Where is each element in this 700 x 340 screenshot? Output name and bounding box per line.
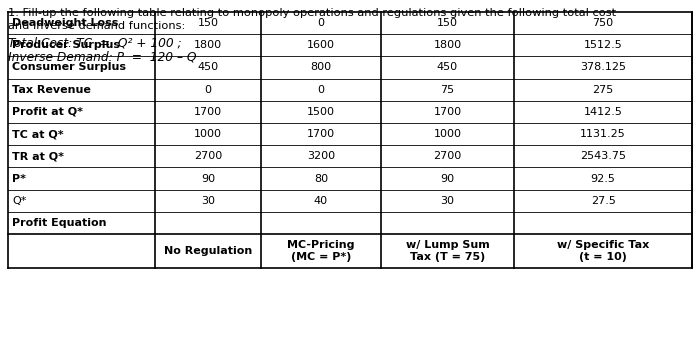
Text: 1131.25: 1131.25 (580, 129, 626, 139)
Text: 3200: 3200 (307, 151, 335, 161)
Text: Consumer Surplus: Consumer Surplus (12, 63, 126, 72)
Text: 80: 80 (314, 173, 328, 184)
Text: P*: P* (12, 173, 26, 184)
Text: w/ Specific Tax
(t = 10): w/ Specific Tax (t = 10) (557, 240, 649, 262)
Text: 1700: 1700 (194, 107, 222, 117)
Text: 1412.5: 1412.5 (584, 107, 622, 117)
Text: 1000: 1000 (194, 129, 222, 139)
Text: w/ Lump Sum
Tax (T = 75): w/ Lump Sum Tax (T = 75) (405, 240, 489, 262)
Text: 40: 40 (314, 196, 328, 206)
Text: Total Cost: TC  =  Q² + 100 ;: Total Cost: TC = Q² + 100 ; (8, 37, 181, 50)
Text: 90: 90 (440, 173, 454, 184)
Text: 30: 30 (440, 196, 454, 206)
Text: 2700: 2700 (433, 151, 461, 161)
Text: 450: 450 (437, 63, 458, 72)
Text: 1. Fill-up the following table relating to monopoly operations and regulations g: 1. Fill-up the following table relating … (8, 8, 616, 18)
Text: Producer Surplus: Producer Surplus (12, 40, 120, 50)
Text: Inverse Demand: P  =  120 – Q: Inverse Demand: P = 120 – Q (8, 51, 197, 64)
Text: 0: 0 (317, 18, 324, 28)
Text: Deadweight Loss: Deadweight Loss (12, 18, 118, 28)
Text: 2543.75: 2543.75 (580, 151, 626, 161)
Text: No Regulation: No Regulation (164, 246, 252, 256)
Text: Q*: Q* (12, 196, 27, 206)
Text: 30: 30 (201, 196, 215, 206)
Text: 27.5: 27.5 (591, 196, 615, 206)
Text: 2700: 2700 (194, 151, 222, 161)
Text: 75: 75 (440, 85, 454, 95)
Text: 378.125: 378.125 (580, 63, 626, 72)
Text: 1700: 1700 (307, 129, 335, 139)
Text: Profit at Q*: Profit at Q* (12, 107, 83, 117)
Text: 1000: 1000 (433, 129, 461, 139)
Text: 800: 800 (310, 63, 332, 72)
Text: 1512.5: 1512.5 (584, 40, 622, 50)
Text: 150: 150 (197, 18, 218, 28)
Text: 275: 275 (592, 85, 614, 95)
Text: and inverse demand functions:: and inverse demand functions: (8, 21, 186, 31)
Text: 1600: 1600 (307, 40, 335, 50)
Text: TC at Q*: TC at Q* (12, 129, 64, 139)
Text: 150: 150 (437, 18, 458, 28)
Text: 1800: 1800 (433, 40, 461, 50)
Text: 450: 450 (197, 63, 218, 72)
Text: 92.5: 92.5 (591, 173, 615, 184)
Text: 0: 0 (204, 85, 211, 95)
Text: 1700: 1700 (433, 107, 461, 117)
Text: 1800: 1800 (194, 40, 222, 50)
Text: TR at Q*: TR at Q* (12, 151, 64, 161)
Text: Profit Equation: Profit Equation (12, 218, 106, 228)
Text: 90: 90 (201, 173, 215, 184)
Text: MC-Pricing
(MC = P*): MC-Pricing (MC = P*) (287, 240, 355, 262)
Text: Tax Revenue: Tax Revenue (12, 85, 91, 95)
Text: 750: 750 (592, 18, 614, 28)
Text: 0: 0 (317, 85, 324, 95)
Text: 1500: 1500 (307, 107, 335, 117)
